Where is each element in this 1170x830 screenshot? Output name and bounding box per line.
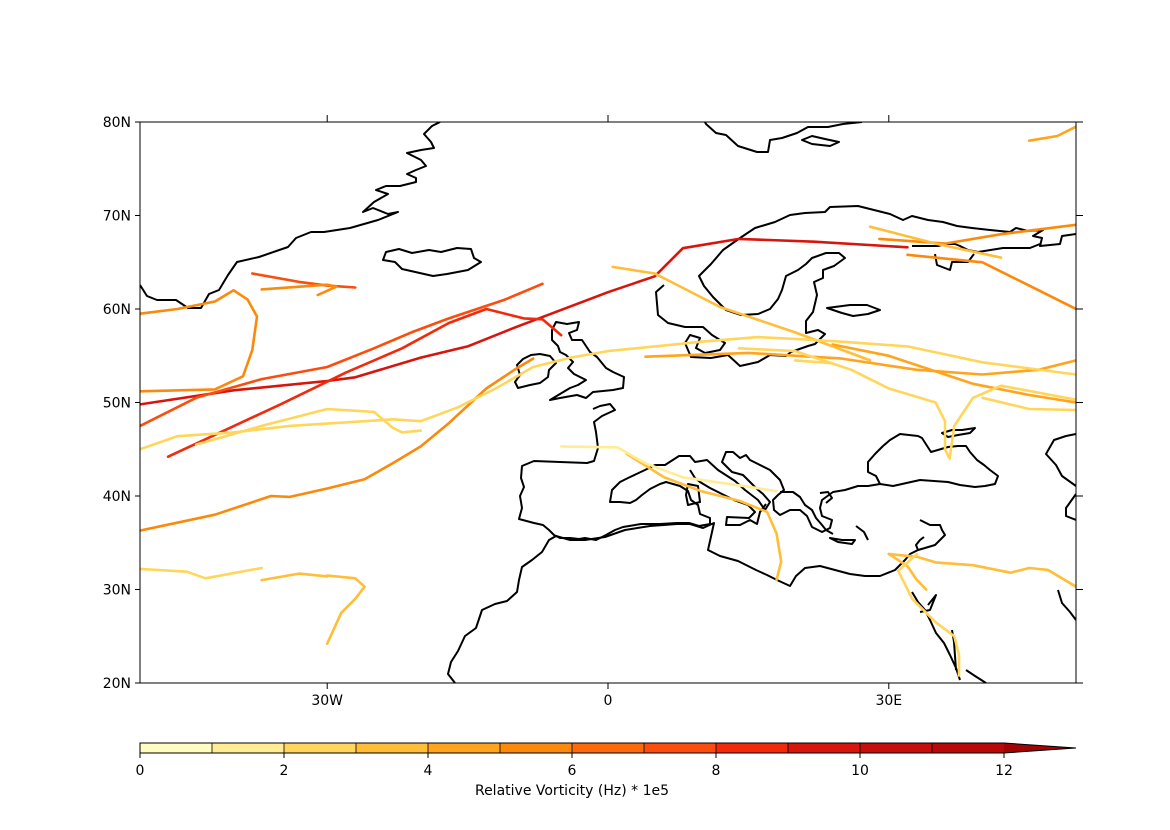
lat-tick-label: 30N <box>103 583 131 599</box>
longitude-ticks: 30W 0 30E <box>311 115 902 709</box>
colorbar-bin <box>716 743 788 753</box>
latitude-ticks: 80N 70N 60N 50N 40N 30N 20N <box>103 115 1083 692</box>
storm-track-15 <box>325 574 366 646</box>
storm-track-26 <box>896 552 961 677</box>
colorbar-bin <box>932 743 1004 753</box>
colorbar-tick-label: 2 <box>280 763 289 779</box>
storm-track-16 <box>260 572 329 582</box>
lat-tick-label: 40N <box>103 489 131 505</box>
coastline-svalbard <box>704 122 863 153</box>
colorbar-bin <box>284 743 356 753</box>
storm-track-12 <box>831 343 1076 404</box>
storm-track-21 <box>194 407 423 446</box>
colorbar-tick-label: 6 <box>568 763 577 779</box>
coastline-black-sea-crimea <box>941 427 976 438</box>
lat-tick-label: 50N <box>103 396 131 412</box>
map-area <box>140 122 1076 683</box>
map-axes: 80N 70N 60N 50N 40N 30N 20N 30W 0 30E <box>103 115 1083 709</box>
storm-track-17 <box>625 452 783 582</box>
colorbar-tick-label: 8 <box>712 763 721 779</box>
coastline-ireland <box>514 353 557 389</box>
storm-track-22 <box>140 335 1076 451</box>
storm-track-24 <box>559 445 778 493</box>
storm-track-10 <box>906 253 1076 311</box>
coastline-iceland <box>382 247 482 277</box>
storm-track-25 <box>737 346 1076 460</box>
storm-track-4 <box>251 272 357 289</box>
coastline-levant <box>911 536 987 683</box>
coastline-scandinavia <box>655 205 1076 367</box>
colorbar-bin <box>356 743 428 753</box>
coastline-north-africa <box>447 519 946 683</box>
colorbar-bin <box>212 743 284 753</box>
lat-tick-label: 20N <box>103 676 131 692</box>
lon-tick-label: 30W <box>311 693 343 709</box>
coastline-italy <box>685 469 767 526</box>
colorbar-bin <box>500 743 572 753</box>
colorbar-tick-label: 12 <box>995 763 1013 779</box>
storm-track-7 <box>260 283 338 297</box>
storm-track-2 <box>166 307 563 459</box>
colorbar-tick-label: 0 <box>136 763 145 779</box>
colorbar-bin <box>428 743 500 753</box>
storm-track-13 <box>611 265 872 362</box>
lon-tick-label: 30E <box>875 693 902 709</box>
coastline-great-britain <box>549 321 625 401</box>
storm-track-14 <box>868 225 1003 259</box>
storm-tracks <box>140 125 1076 677</box>
storm-track-3 <box>140 282 544 428</box>
colorbar-ticks: 0 2 4 6 8 10 12 <box>136 753 1013 779</box>
storm-track-19 <box>887 552 1076 589</box>
colorbar: 0 2 4 6 8 10 12 Relative Vorticity (Hz) * 1e5 <box>136 742 1077 799</box>
colorbar-tick-label: 4 <box>424 763 433 779</box>
colorbar-tick-label: 10 <box>851 763 869 779</box>
colorbar-bin <box>140 743 212 753</box>
colorbar-bin <box>788 743 860 753</box>
coastline-greenland <box>140 122 441 309</box>
colorbar-label: Relative Vorticity (Hz) * 1e5 <box>475 783 669 799</box>
colorbar-extend-arrow <box>1004 743 1076 753</box>
storm-track-11 <box>1027 125 1076 142</box>
colorbar-bin <box>572 743 644 753</box>
storm-track-6 <box>140 288 259 393</box>
storm-track-27 <box>793 359 834 365</box>
coastline-balkans <box>780 491 869 545</box>
colorbar-bin <box>860 743 932 753</box>
storm-track-23 <box>140 566 264 580</box>
storm-track-20 <box>981 396 1076 412</box>
lat-tick-label: 60N <box>103 302 131 318</box>
colorbar-outline <box>139 742 1077 754</box>
lat-tick-label: 80N <box>103 115 131 131</box>
lon-tick-label: 0 <box>604 693 613 709</box>
colorbar-bin <box>644 743 716 753</box>
storm-track-9 <box>878 223 1076 245</box>
lat-tick-label: 70N <box>103 209 131 225</box>
storm-track-18 <box>887 552 928 591</box>
storm-track-5 <box>140 357 535 532</box>
coastline-europe <box>518 403 999 541</box>
colorbar-bins <box>139 742 1077 754</box>
coastline-caspian <box>1045 433 1076 621</box>
